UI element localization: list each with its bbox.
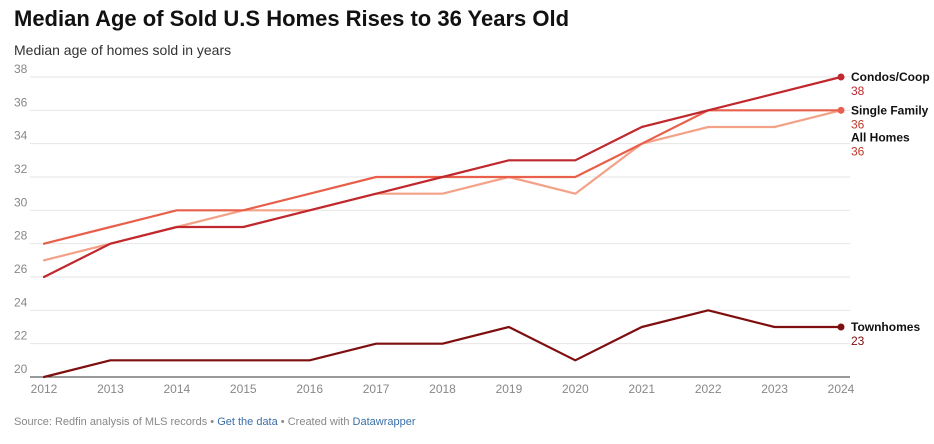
series-line-townhomes [42, 309, 843, 379]
x-tick-label: 2012 [31, 382, 58, 396]
footer-separator: • [280, 416, 285, 428]
series-end-marker [837, 106, 845, 114]
series-label-value: 36 [851, 117, 865, 131]
series-label-value: 23 [851, 334, 865, 348]
series-line-condos-coop [42, 75, 843, 279]
y-tick-label: 22 [14, 329, 28, 343]
y-tick-label: 24 [14, 295, 28, 309]
series-line-all-homes [42, 109, 843, 262]
x-tick-label: 2016 [296, 382, 323, 396]
x-tick-label: 2021 [628, 382, 655, 396]
series-end-marker [837, 73, 845, 81]
get-the-data-link[interactable]: Get the data [217, 416, 278, 428]
y-tick-label: 28 [14, 229, 28, 243]
y-tick-label: 38 [14, 62, 28, 76]
series-label-name: Condos/Coop [851, 70, 930, 84]
x-tick-label: 2014 [163, 382, 190, 396]
datawrapper-link[interactable]: Datawrapper [352, 416, 416, 428]
y-tick-label: 26 [14, 262, 28, 276]
y-tick-label: 32 [14, 162, 28, 176]
x-tick-label: 2019 [496, 382, 523, 396]
x-tick-label: 2018 [429, 382, 456, 396]
x-tick-label: 2023 [761, 382, 788, 396]
y-tick-label: 36 [14, 95, 28, 109]
series-label-value: 36 [851, 144, 865, 158]
source-text: Source: Redfin analysis of MLS records [14, 416, 208, 428]
series-end-marker [837, 323, 845, 331]
y-tick-label: 34 [14, 129, 28, 143]
x-tick-label: 2015 [230, 382, 257, 396]
series-label-value: 38 [851, 84, 865, 98]
x-tick-label: 2017 [363, 382, 390, 396]
created-with-text: Created with [287, 416, 350, 428]
y-tick-label: 20 [14, 362, 28, 376]
footer-separator: • [210, 416, 215, 428]
x-tick-label: 2024 [828, 382, 855, 396]
footer: Source: Redfin analysis of MLS records •… [14, 416, 416, 428]
chart-subtitle: Median age of homes sold in years [14, 42, 232, 58]
series-label-name: Townhomes [851, 320, 920, 334]
series-label-name: All Homes [851, 130, 910, 144]
y-tick-label: 30 [14, 195, 28, 209]
x-tick-label: 2013 [97, 382, 124, 396]
x-tick-label: 2022 [695, 382, 722, 396]
series-label-name: Single Family [851, 103, 929, 117]
chart-title: Median Age of Sold U.S Homes Rises to 36… [14, 6, 570, 31]
x-tick-label: 2020 [562, 382, 589, 396]
